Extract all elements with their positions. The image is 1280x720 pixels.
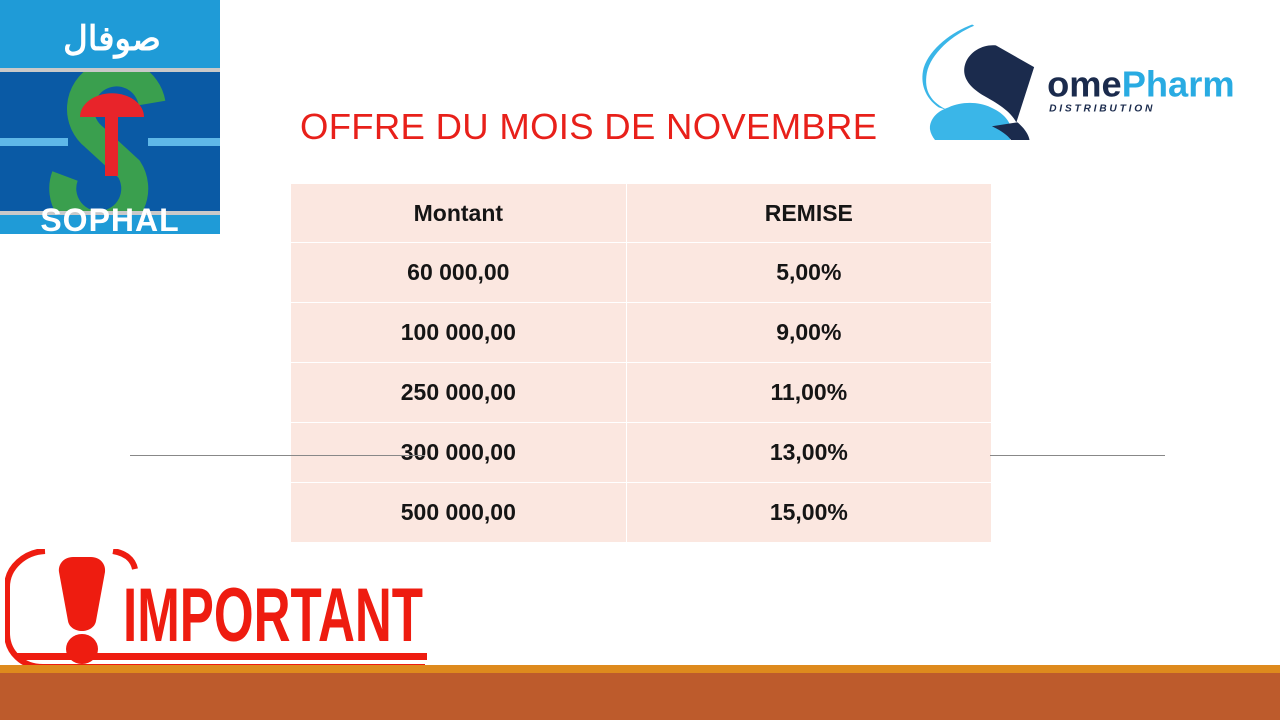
svg-text:IMPORTANT: IMPORTANT	[123, 573, 423, 658]
svg-text:DISTRIBUTION: DISTRIBUTION	[1049, 103, 1155, 114]
svg-text:SOPHAL: SOPHAL	[40, 202, 179, 234]
svg-text:omePharm: omePharm	[1047, 64, 1234, 105]
svg-text:صوفال: صوفال	[63, 20, 161, 59]
